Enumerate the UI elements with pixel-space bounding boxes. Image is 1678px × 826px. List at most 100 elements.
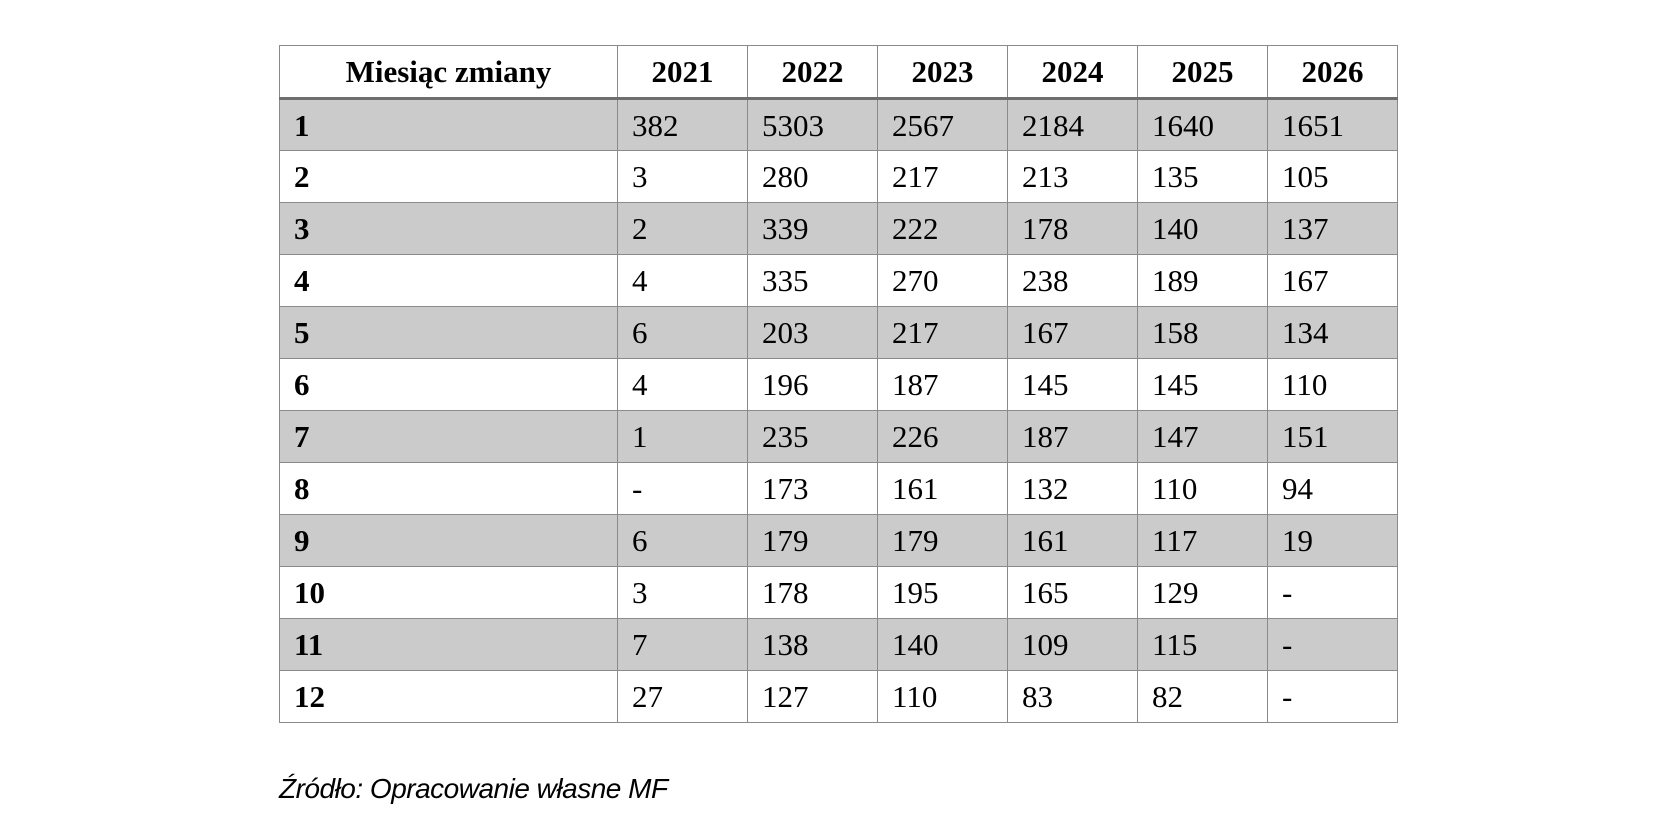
table-cell: 339 [747, 202, 878, 255]
header-year: 2021 [617, 45, 748, 100]
table-cell: 5303 [747, 98, 878, 151]
row-month: 9 [279, 514, 618, 567]
header-year: 2023 [877, 45, 1008, 100]
table-cell: 83 [1007, 670, 1138, 723]
table-cell: 2567 [877, 98, 1008, 151]
table-cell: 187 [877, 358, 1008, 411]
table-cell: 1 [617, 410, 748, 463]
table-row: 6 4 196 187 145 145 110 [279, 358, 1398, 411]
table-cell: 1640 [1137, 98, 1268, 151]
table-cell: 109 [1007, 618, 1138, 671]
table-row: 9 6 179 179 161 117 19 [279, 514, 1398, 567]
table-row: 4 4 335 270 238 189 167 [279, 254, 1398, 307]
table-body: 1 382 5303 2567 2184 1640 1651 2 3 280 217 213 135 10… [279, 98, 1398, 723]
table-cell: 129 [1137, 566, 1268, 619]
table-cell: 138 [747, 618, 878, 671]
table-cell: 1651 [1267, 98, 1398, 151]
row-month: 11 [279, 618, 618, 671]
header-year: 2025 [1137, 45, 1268, 100]
table-cell: 382 [617, 98, 748, 151]
table-cell: 158 [1137, 306, 1268, 359]
table-cell: 217 [877, 150, 1008, 203]
table-cell: 110 [877, 670, 1008, 723]
table-cell: 178 [747, 566, 878, 619]
table-cell: 2 [617, 202, 748, 255]
table-header: Miesiąc zmiany 2021 2022 2023 2024 2025 … [279, 45, 1398, 100]
table-cell: 217 [877, 306, 1008, 359]
table-cell: 110 [1137, 462, 1268, 515]
table-row: 11 7 138 140 109 115- [279, 618, 1398, 671]
header-month-change: Miesiąc zmiany [279, 45, 618, 100]
table-cell: 179 [877, 514, 1008, 567]
table-cell: 335 [747, 254, 878, 307]
table-cell: 145 [1007, 358, 1138, 411]
row-month: 5 [279, 306, 618, 359]
row-month: 8 [279, 462, 618, 515]
table-row: 10 3 178 195 165 129- [279, 566, 1398, 619]
table-cell: 140 [877, 618, 1008, 671]
header-year: 2022 [747, 45, 878, 100]
table-cell: 7 [617, 618, 748, 671]
table-cell: 151 [1267, 410, 1398, 463]
table-row: 5 6 203 217 167 158 134 [279, 306, 1398, 359]
table-cell: 213 [1007, 150, 1138, 203]
header-year: 2026 [1267, 45, 1398, 100]
table-cell: 280 [747, 150, 878, 203]
source-note: Źródło: Opracowanie własne MF [279, 773, 668, 804]
table-cell: 189 [1137, 254, 1268, 307]
table-cell: - [1267, 566, 1398, 619]
table-cell: 161 [877, 462, 1008, 515]
table-cell: 203 [747, 306, 878, 359]
table-cell: 127 [747, 670, 878, 723]
table-cell: 132 [1007, 462, 1138, 515]
table-cell: 140 [1137, 202, 1268, 255]
table-cell: 165 [1007, 566, 1138, 619]
table-cell: 161 [1007, 514, 1138, 567]
table-cell: 115 [1137, 618, 1268, 671]
table-cell: 179 [747, 514, 878, 567]
table-cell: 173 [747, 462, 878, 515]
table-cell: 238 [1007, 254, 1138, 307]
table-cell: 222 [877, 202, 1008, 255]
table-cell: 137 [1267, 202, 1398, 255]
row-month: 12 [279, 670, 618, 723]
table-row: 7 1 235 226 187 147 151 [279, 410, 1398, 463]
row-month: 10 [279, 566, 618, 619]
table-row: 8-173 161 132 110 94 [279, 462, 1398, 515]
table-cell: 3 [617, 566, 748, 619]
table-cell: 135 [1137, 150, 1268, 203]
row-month: 2 [279, 150, 618, 203]
table-cell: 4 [617, 254, 748, 307]
table-cell: - [617, 462, 748, 515]
table-cell: 105 [1267, 150, 1398, 203]
table-cell: - [1267, 618, 1398, 671]
table-cell: 226 [877, 410, 1008, 463]
table-cell: - [1267, 670, 1398, 723]
table-cell: 147 [1137, 410, 1268, 463]
header-year: 2024 [1007, 45, 1138, 100]
table-cell: 19 [1267, 514, 1398, 567]
table-cell: 167 [1007, 306, 1138, 359]
table-cell: 178 [1007, 202, 1138, 255]
table-cell: 2184 [1007, 98, 1138, 151]
table-cell: 3 [617, 150, 748, 203]
row-month: 3 [279, 202, 618, 255]
row-month: 1 [279, 98, 618, 151]
table-row: 2 3 280 217 213 135 105 [279, 150, 1398, 203]
row-month: 6 [279, 358, 618, 411]
data-table: Miesiąc zmiany 2021 2022 2023 2024 2025 … [279, 45, 1398, 723]
table-cell: 94 [1267, 462, 1398, 515]
table-cell: 82 [1137, 670, 1268, 723]
table-cell: 235 [747, 410, 878, 463]
table-cell: 27 [617, 670, 748, 723]
table-cell: 134 [1267, 306, 1398, 359]
row-month: 4 [279, 254, 618, 307]
table-cell: 6 [617, 514, 748, 567]
table-cell: 4 [617, 358, 748, 411]
table-row: 3 2 339 222 178 140 137 [279, 202, 1398, 255]
table-cell: 270 [877, 254, 1008, 307]
table-cell: 195 [877, 566, 1008, 619]
table-row: 1 382 5303 2567 2184 1640 1651 [279, 98, 1398, 151]
header-row: Miesiąc zmiany 2021 2022 2023 2024 2025 … [279, 45, 1398, 100]
table-cell: 167 [1267, 254, 1398, 307]
